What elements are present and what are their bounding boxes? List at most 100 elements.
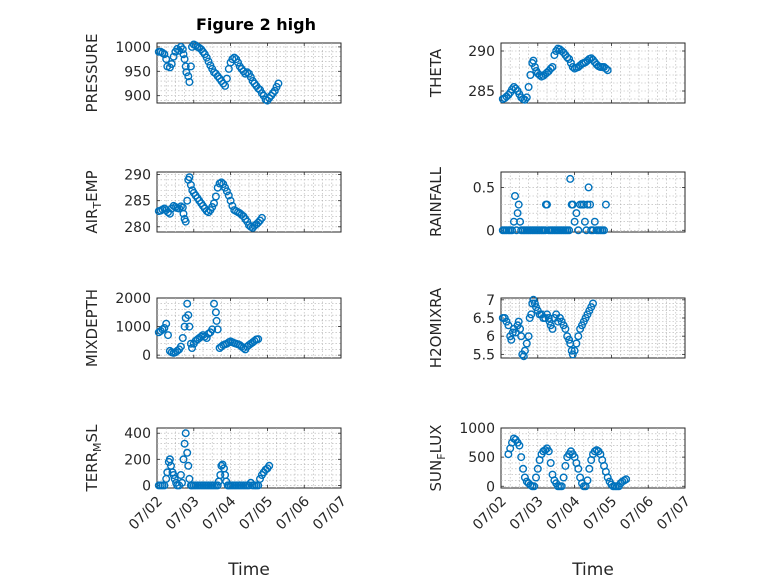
data-point [543,200,552,209]
data-point [179,209,188,218]
y-tick-label: 285 [124,194,151,210]
data-point [169,52,178,61]
data-point [180,55,189,64]
data-point [568,200,577,209]
series-air-temp [154,173,266,232]
x-tick-label: 07/02 [470,494,510,534]
data-point [601,200,610,209]
data-point [580,217,589,226]
data-point [514,200,523,209]
data-point [504,321,513,330]
grid [157,43,341,103]
data-point [525,314,534,323]
data-point [563,53,572,62]
data-point [574,226,583,235]
data-point [176,342,185,351]
data-point [185,77,194,86]
y-tick-label: 900 [124,89,151,105]
data-point [213,481,222,490]
data-point [603,473,612,482]
y-tick-label: 290 [124,168,151,184]
y-tick-label: 950 [124,64,151,80]
data-point [566,59,575,68]
series-sun-flux [504,434,631,491]
data-point [217,178,226,187]
data-point [561,461,570,470]
data-point [520,473,529,482]
data-point [530,482,539,491]
data-point [567,346,576,355]
data-point [221,81,230,90]
data-point [522,93,531,102]
data-point [241,69,250,78]
data-point [160,324,169,333]
data-point [185,173,194,182]
data-point [226,196,235,205]
data-point [274,79,283,88]
x-tick-label: 07/04 [200,493,240,533]
data-point [574,464,583,473]
data-point [583,476,592,485]
data-point [589,299,598,308]
data-point [178,334,187,343]
subplot-air-temp: 280 285 290 AIRTEMP [83,168,342,236]
y-tick-label: 0 [142,348,151,364]
y-tick-label: 290 [468,44,495,60]
data-point [516,324,525,333]
data-point [175,204,184,213]
data-point [584,183,593,192]
data-point [527,310,536,319]
data-point [160,50,169,59]
y-tick-label: 0 [486,223,495,239]
x-tick-label: 07/03 [163,494,203,534]
data-point [601,64,610,73]
data-point [529,295,538,304]
subplot-grid: 900 950 1000 PRESSURE 285 290 THETA 280 285 290 AI… [83,34,694,580]
data-point [182,68,191,77]
data-point [179,455,188,464]
data-point [204,208,213,217]
data-point [574,332,583,341]
data-point [270,86,279,95]
y-tick-label: 200 [124,452,151,468]
y-tick-label: 0 [142,478,151,494]
y-tick-label: 0.5 [473,180,495,196]
x-axis-label: Time [227,560,270,580]
data-point [570,217,579,226]
data-point [544,447,553,456]
y-tick-label: 0 [486,479,495,495]
data-point [183,196,192,205]
x-tick-label: 07/05 [580,494,620,534]
y-axis-label: H2OMIXRA [427,287,445,368]
data-point [541,226,550,235]
x-tick-label: 07/07 [310,494,350,534]
data-point [186,62,195,71]
data-point [177,478,186,487]
y-tick-label: 280 [124,220,151,236]
data-point [522,339,531,348]
data-point [162,55,171,64]
data-point [222,74,231,83]
data-point [520,346,529,355]
data-point [254,335,263,344]
data-point [589,226,598,235]
series-rainfall [498,174,610,235]
y-tick-label: 2000 [115,291,151,307]
data-point [541,446,550,455]
subplot-rainfall: 0 0.5 RAINFALL [427,166,686,239]
x-tick-label: 07/02 [126,494,166,534]
x-tick-label: 07/06 [617,493,657,533]
data-point [224,191,233,200]
y-tick-label: 5.5 [473,347,495,363]
y-tick-label: 6 [486,329,495,345]
data-point [163,468,172,477]
y-tick-label: 1000 [115,320,151,336]
series-theta [498,44,612,104]
data-point [508,328,517,337]
data-point [162,319,171,328]
data-point [216,471,225,480]
data-point [507,335,516,344]
data-point [184,311,193,320]
data-point [517,332,526,341]
